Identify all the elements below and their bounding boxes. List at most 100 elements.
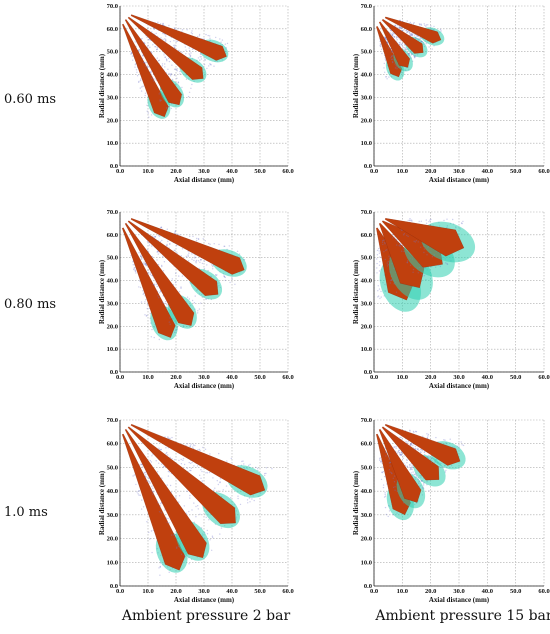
droplet-outer xyxy=(419,38,421,40)
droplet-outer xyxy=(449,438,451,440)
x-axis-title: Axial distance (mm) xyxy=(429,382,490,390)
droplet-outer xyxy=(398,44,401,46)
droplet-outer xyxy=(406,31,408,33)
droplet-outer xyxy=(164,38,166,40)
droplet-outer xyxy=(395,447,397,449)
droplet-outer xyxy=(162,301,164,304)
droplet-outer xyxy=(159,100,161,102)
y-tick-label: 30.0 xyxy=(361,94,372,101)
droplet-outer xyxy=(197,505,199,507)
droplet-outer xyxy=(421,450,423,452)
droplet-outer xyxy=(164,40,167,42)
droplet-outer xyxy=(205,33,207,36)
droplet-outer xyxy=(142,57,144,60)
droplet-outer xyxy=(189,445,191,448)
spray-plume-3 xyxy=(384,16,445,50)
spray-plume-2 xyxy=(381,19,430,59)
droplet-outer xyxy=(157,502,159,504)
y-tick-label: 40.0 xyxy=(107,278,118,285)
droplet-outer xyxy=(158,338,160,341)
droplet-outer xyxy=(395,239,397,241)
droplet-outer xyxy=(158,234,160,237)
droplet-outer xyxy=(195,239,198,242)
droplet-outer xyxy=(169,40,172,43)
droplet-outer xyxy=(185,255,187,258)
liquid-core xyxy=(384,16,442,44)
droplet-outer xyxy=(386,41,388,43)
droplet-outer xyxy=(134,270,137,273)
droplet-outer xyxy=(177,82,180,84)
droplet-outer xyxy=(377,296,379,298)
droplet-outer xyxy=(381,471,383,473)
droplet-outer xyxy=(405,29,407,32)
droplet-outer xyxy=(412,268,415,271)
droplet-outer xyxy=(401,42,403,45)
droplet-outer xyxy=(406,262,408,264)
y-tick-label: 70.0 xyxy=(107,417,118,424)
droplet-outer xyxy=(417,447,419,450)
droplet-outer xyxy=(213,243,215,245)
droplet-outer xyxy=(170,107,173,110)
droplet-outer xyxy=(132,264,134,266)
droplet-outer xyxy=(403,47,405,49)
droplet-outer xyxy=(189,55,192,57)
droplet-outer xyxy=(183,505,185,507)
droplet-outer xyxy=(154,236,157,238)
droplet-outer xyxy=(393,446,395,448)
droplet-outer xyxy=(192,235,194,238)
droplet-outer xyxy=(159,565,161,568)
droplet-outer xyxy=(204,240,206,242)
droplet-outer xyxy=(425,42,427,45)
droplet-outer xyxy=(193,259,195,262)
droplet-outer xyxy=(382,470,385,473)
droplet-outer xyxy=(138,81,140,84)
droplet-outer xyxy=(193,465,195,467)
droplet-outer xyxy=(146,521,148,523)
droplet-outer xyxy=(200,302,202,304)
droplet-outer xyxy=(418,449,420,452)
y-tick-label: 60.0 xyxy=(361,441,372,448)
droplet-outer xyxy=(156,57,158,59)
column-label-2bar: Ambient pressure 2 bar xyxy=(121,608,291,624)
droplet-outer xyxy=(215,274,217,277)
spray-plume-3 xyxy=(130,424,273,504)
y-tick-label: 50.0 xyxy=(107,464,118,471)
droplet-outer xyxy=(176,77,178,80)
droplet-outer xyxy=(388,469,391,471)
y-tick-label: 10.0 xyxy=(107,559,118,566)
droplet-outer xyxy=(175,496,177,498)
droplet-outer xyxy=(427,435,429,437)
droplet-outer xyxy=(138,286,140,288)
droplet-outer xyxy=(160,227,162,229)
x-tick-label: 30.0 xyxy=(198,374,209,381)
droplet-outer xyxy=(400,27,402,29)
spray-plume-1 xyxy=(124,222,201,334)
droplet-outer xyxy=(378,248,380,250)
droplet-outer xyxy=(203,63,206,66)
y-tick-label: 50.0 xyxy=(107,49,118,56)
droplet-outer xyxy=(194,295,196,297)
row-label-1: 0.80 ms xyxy=(4,297,57,312)
spray-plume-2 xyxy=(127,426,242,535)
droplet-outer xyxy=(159,99,161,101)
droplet-outer xyxy=(401,44,403,46)
droplet-outer xyxy=(178,495,181,497)
liquid-core xyxy=(124,19,182,106)
droplet-outer xyxy=(409,443,412,445)
droplet-outer xyxy=(200,259,202,261)
droplet-outer xyxy=(407,31,409,33)
droplet-outer xyxy=(160,449,162,451)
droplet-outer xyxy=(430,461,433,463)
droplet-outer xyxy=(212,536,214,539)
droplet-outer xyxy=(391,33,393,36)
droplet-outer xyxy=(138,252,140,254)
spray-plume-1 xyxy=(378,429,430,509)
droplet-outer xyxy=(425,222,428,224)
droplet-outer xyxy=(427,433,430,436)
droplet-outer xyxy=(382,484,385,486)
droplet-outer xyxy=(415,240,417,242)
droplet-outer xyxy=(159,290,162,292)
droplet-outer xyxy=(243,463,245,465)
y-tick-label: 20.0 xyxy=(361,536,372,543)
x-tick-label: 20.0 xyxy=(425,168,436,175)
